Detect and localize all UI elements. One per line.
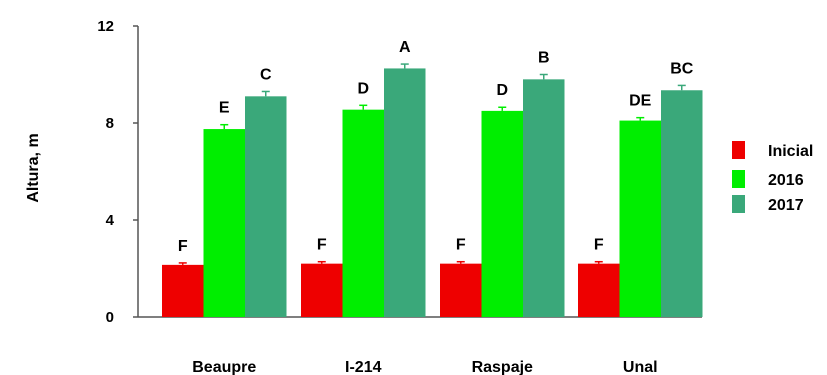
legend-swatch-inicial <box>732 141 745 159</box>
bar-beaupre-2016 <box>203 129 245 317</box>
bar-raspaje-inicial <box>440 263 482 317</box>
bar-raspaje-2016 <box>481 110 523 317</box>
bar-beaupre-2017 <box>245 96 287 317</box>
y-tick-label: 8 <box>106 115 114 132</box>
legend-label: 2017 <box>768 197 804 214</box>
bar-raspaje-2017 <box>523 79 565 317</box>
y-axis-label: Altura, m <box>25 133 42 202</box>
legend: Inicial 2016 2017 <box>732 141 813 214</box>
significance-label: C <box>260 66 272 83</box>
category-label: I-214 <box>345 359 382 375</box>
bar-unal-2016 <box>619 120 661 317</box>
significance-label: A <box>399 39 411 56</box>
significance-label: F <box>317 237 327 254</box>
y-tick-labels: 0 4 8 12 <box>97 18 138 326</box>
category-label: Beaupre <box>192 359 256 375</box>
bar-unal-2017 <box>661 90 703 317</box>
significance-label: BC <box>670 60 694 77</box>
bar-beaupre-inicial <box>162 264 204 317</box>
bars-group: F E C F D A F D B F DE BC <box>162 39 703 317</box>
significance-label: F <box>594 237 604 254</box>
bar-i-214-2016 <box>342 109 384 317</box>
legend-swatch-2016 <box>732 170 745 188</box>
significance-label: F <box>456 237 466 254</box>
bar-unal-inicial <box>578 263 620 317</box>
category-label: Unal <box>623 359 658 375</box>
bar-i-214-inicial <box>301 263 343 317</box>
y-tick-label: 0 <box>106 309 114 326</box>
legend-label: 2016 <box>768 172 804 189</box>
category-label: Raspaje <box>472 359 533 375</box>
legend-label: Inicial <box>768 143 813 160</box>
significance-label: D <box>357 80 369 97</box>
significance-label: E <box>219 100 230 117</box>
significance-label: DE <box>629 93 652 110</box>
category-labels: Beaupre I-214 Raspaje Unal <box>192 359 657 375</box>
significance-label: F <box>178 238 188 255</box>
bar-i-214-2017 <box>384 68 426 317</box>
significance-label: D <box>496 82 508 99</box>
significance-label: B <box>538 50 550 67</box>
legend-swatch-2017 <box>732 195 745 213</box>
y-tick-label: 4 <box>106 212 115 229</box>
y-tick-label: 12 <box>97 18 114 35</box>
